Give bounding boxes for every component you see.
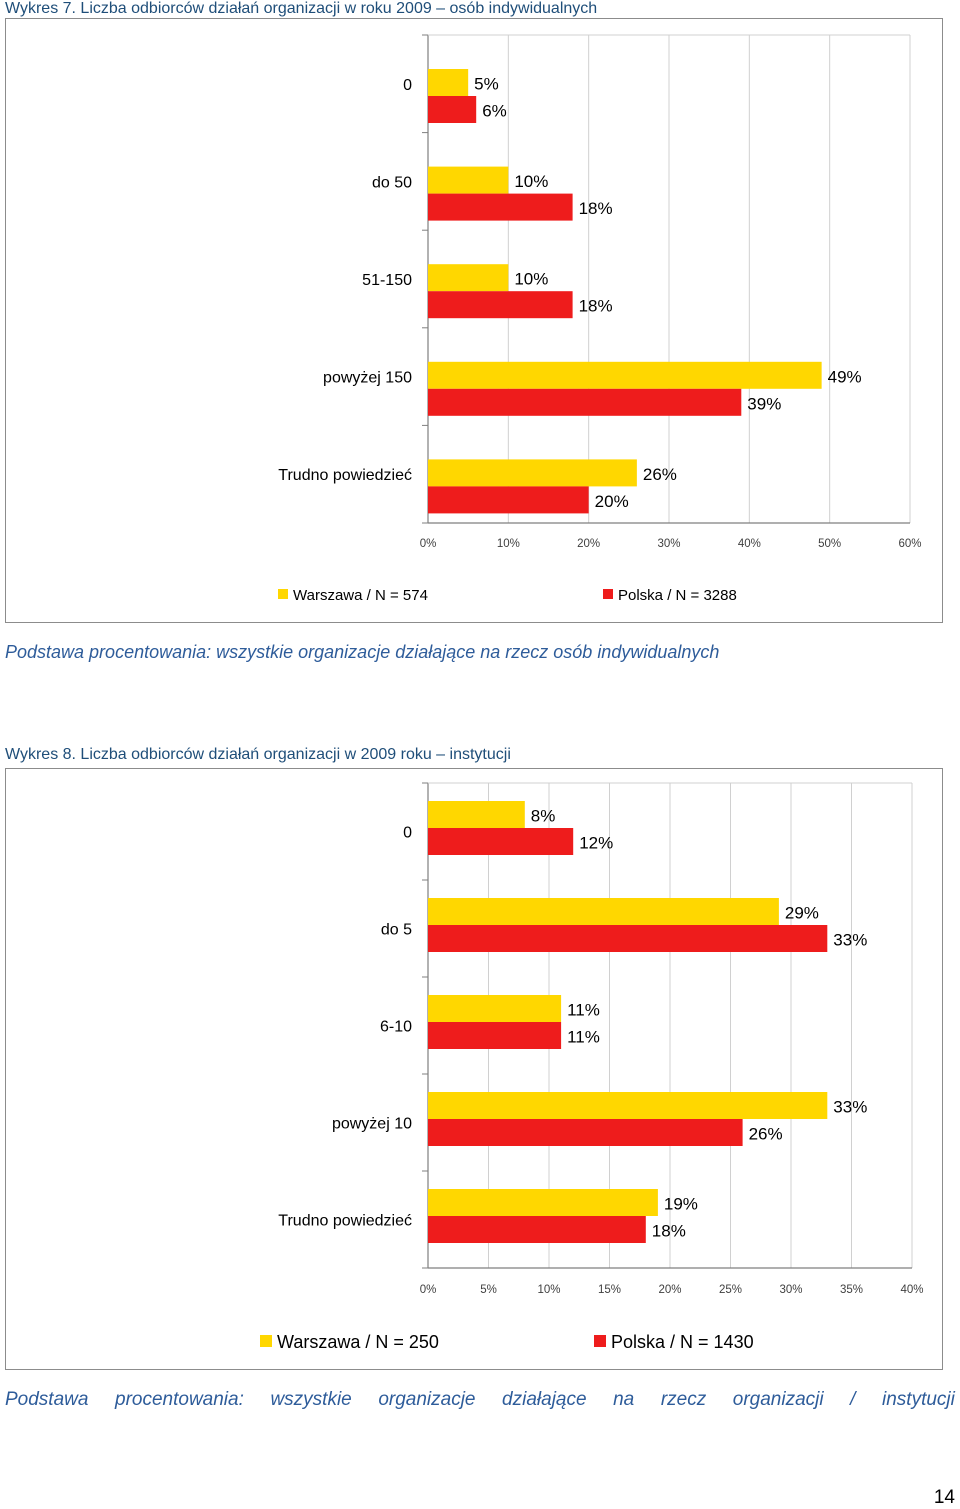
- chart8-frame: 0% 5% 10% 15% 20% 25% 30% 35% 40% 0 8% 12% do 5 29% 33…: [5, 768, 943, 1370]
- category-label: powyżej 150: [323, 370, 412, 387]
- x-tick-label: 20%: [658, 1284, 681, 1296]
- bar-polska: [428, 486, 589, 514]
- data-label: 20%: [595, 492, 629, 511]
- x-tick-label: 30%: [657, 538, 680, 550]
- x-tick-label: 10%: [537, 1284, 560, 1296]
- data-label: 33%: [833, 931, 867, 950]
- data-label: 18%: [579, 199, 613, 218]
- category-label: 6-10: [380, 1019, 412, 1036]
- data-label: 11%: [567, 1028, 600, 1047]
- page-number: 14: [933, 1487, 955, 1508]
- chart8-caption-word: organizacje: [378, 1389, 476, 1410]
- bar-warszawa: [428, 361, 822, 389]
- chart8-title: Wykres 8. Liczba odbiorców działań organ…: [5, 746, 511, 763]
- data-label: 10%: [514, 270, 548, 289]
- x-tick-label: 15%: [598, 1284, 621, 1296]
- x-tick-label: 30%: [779, 1284, 802, 1296]
- bar-polska: [428, 1022, 562, 1049]
- chart8-caption-word: instytucji: [882, 1389, 955, 1410]
- category-label: 51-150: [362, 272, 412, 289]
- bar-polska: [428, 828, 574, 855]
- bar-polska: [428, 193, 573, 221]
- bar-warszawa: [428, 995, 562, 1022]
- bar-polska: [428, 1216, 646, 1243]
- data-label: 8%: [531, 807, 556, 826]
- bar-warszawa: [428, 898, 779, 925]
- chart8-caption-word: /: [850, 1389, 856, 1410]
- category-label: Trudno powiedzieć: [278, 467, 412, 484]
- legend-swatch-polska: [603, 589, 613, 599]
- x-tick-label: 60%: [898, 538, 921, 550]
- category-label: do 50: [372, 174, 412, 191]
- x-tick-label: 40%: [738, 538, 761, 550]
- data-label: 6%: [482, 102, 507, 121]
- chart7-caption: Podstawa procentowania: wszystkie organi…: [5, 642, 720, 662]
- category-label: powyżej 10: [332, 1116, 412, 1133]
- data-label: 10%: [514, 172, 548, 191]
- data-label: 26%: [749, 1125, 783, 1144]
- chart7-frame: 0% 10% 20% 30% 40% 50% 60% 0 5% 6% do 50 10% 18% 51-1…: [5, 18, 943, 623]
- bar-warszawa: [428, 1189, 658, 1216]
- x-tick-label: 35%: [840, 1284, 863, 1296]
- data-label: 11%: [567, 1001, 600, 1020]
- legend-swatch-warszawa: [278, 589, 288, 599]
- bar-polska: [428, 96, 477, 123]
- bar-warszawa: [428, 69, 469, 96]
- x-tick-label: 10%: [497, 538, 520, 550]
- chart7-plot: 0% 10% 20% 30% 40% 50% 60% 0 5% 6% do 50 10% 18% 51-1…: [278, 34, 922, 604]
- data-label: 39%: [747, 394, 781, 413]
- bar-warszawa: [428, 264, 509, 292]
- x-tick-label: 0%: [420, 538, 437, 550]
- bar-polska: [428, 925, 828, 952]
- chart7-title: Wykres 7. Liczba odbiorców działań organ…: [5, 0, 598, 17]
- category-label: 0: [403, 77, 412, 94]
- category-label: Trudno powiedzieć: [278, 1213, 412, 1230]
- x-tick-label: 25%: [719, 1284, 742, 1296]
- bar-warszawa: [428, 459, 637, 487]
- legend-label-polska: Polska / N = 3288: [618, 587, 737, 604]
- bar-warszawa: [428, 1092, 828, 1119]
- x-tick-label: 20%: [577, 538, 600, 550]
- bar-polska: [428, 291, 573, 319]
- data-label: 33%: [833, 1098, 867, 1117]
- bar-polska: [428, 388, 742, 416]
- legend-label-polska: Polska / N = 1430: [611, 1332, 754, 1352]
- x-tick-label: 40%: [900, 1284, 923, 1296]
- x-tick-label: 0%: [420, 1284, 437, 1296]
- chart8-caption: Podstawa procentowania: wszystkie organizac…: [5, 1389, 955, 1411]
- bar-warszawa: [428, 166, 509, 194]
- data-label: 5%: [474, 75, 499, 94]
- chart8-caption-word: wszystkie: [270, 1389, 352, 1410]
- bar-polska: [428, 1119, 743, 1146]
- x-tick-label: 50%: [818, 538, 841, 550]
- legend-label-warszawa: Warszawa / N = 574: [293, 587, 428, 604]
- legend-swatch-polska: [594, 1335, 606, 1347]
- chart8-caption-word: działające: [502, 1389, 587, 1410]
- data-label: 18%: [579, 297, 613, 316]
- data-label: 18%: [652, 1222, 686, 1241]
- legend-label-warszawa: Warszawa / N = 250: [277, 1332, 439, 1352]
- chart8-caption-word: rzecz: [660, 1389, 707, 1410]
- data-label: 12%: [579, 834, 613, 853]
- chart8-caption-word: Podstawa: [5, 1389, 89, 1410]
- chart8-caption-word: na: [613, 1389, 635, 1410]
- legend-swatch-warszawa: [260, 1335, 272, 1347]
- chart8-plot: 0% 5% 10% 15% 20% 25% 30% 35% 40% 0 8% 12% do 5 29% 33…: [260, 782, 924, 1352]
- x-tick-label: 5%: [480, 1284, 497, 1296]
- chart8-caption-word: procentowania:: [115, 1389, 244, 1410]
- data-label: 49%: [828, 367, 862, 386]
- chart8-caption-word: organizacji: [732, 1389, 824, 1410]
- data-label: 26%: [643, 465, 677, 484]
- data-label: 19%: [664, 1195, 698, 1214]
- bar-warszawa: [428, 801, 525, 828]
- data-label: 29%: [785, 904, 819, 923]
- category-label: do 5: [381, 922, 412, 939]
- category-label: 0: [403, 825, 412, 842]
